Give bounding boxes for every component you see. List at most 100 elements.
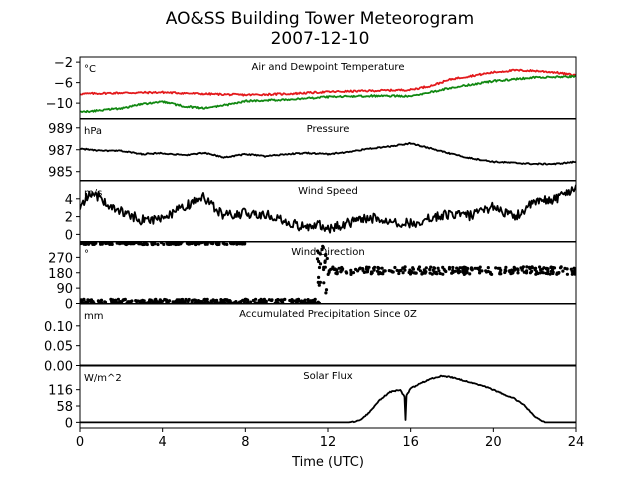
wind-direction-point [196,299,200,303]
wind-direction-point [130,299,134,303]
wind-direction-point [375,269,380,273]
wind-direction-point [436,266,440,270]
wind-direction-point [317,275,321,279]
wind-direction-point [150,242,154,247]
wind-direction-point [428,271,432,275]
wind-direction-point [176,242,180,246]
panel-5: 0.10 0.05 0.00 mm Accumulated Precipitation … [44,303,577,375]
y-tick-label: −2 [54,56,73,71]
wind-direction-point [215,242,219,246]
wind-direction-point [372,266,376,270]
wind-direction-point [511,270,515,275]
y-tick-label: 989 [48,122,73,137]
wind-direction-point [138,242,142,246]
wind-direction-point [163,297,167,302]
wind-direction-point [225,242,229,246]
wind-direction-point [334,268,339,272]
wind-direction-point [309,299,313,303]
wind-direction-point [317,265,322,270]
wind-direction-point [496,266,500,270]
wind-direction-point [321,245,325,249]
wind-direction-point [318,252,322,256]
x-tick-label: 8 [241,435,249,450]
wind-direction-point [451,268,455,273]
wind-direction-point [534,266,538,270]
wind-direction-point [395,268,399,272]
panel-unit: W/m^2 [84,373,122,384]
wind-direction-point [420,272,424,276]
wind-direction-point [376,266,380,270]
wind-direction-point [128,242,132,246]
wind-direction-point [561,269,565,273]
wind-direction-point [570,272,574,276]
wind-direction-point [85,242,90,245]
panel-title: Wind Direction [291,247,365,258]
wind-direction-point [340,267,344,271]
wind-direction-point [151,300,155,304]
wind-direction-point [380,266,384,270]
x-tick-label: 24 [568,435,585,450]
wind-direction-point [162,242,166,246]
wind-direction-point [339,270,343,274]
wind-direction-point [215,300,219,304]
wind-direction-point [127,300,131,304]
wind-direction-point [174,299,178,303]
wind-direction-point [369,272,373,276]
wind-direction-point [486,266,490,270]
wind-direction-point [325,256,329,261]
wind-direction-point [169,242,173,246]
wind-direction-point [99,298,104,302]
wind-direction-point [187,297,191,302]
wind-direction-point [227,299,231,303]
wind-direction-point [249,300,253,304]
wind-direction-point [82,297,86,301]
wind-direction-point [326,272,330,276]
wind-direction-point [572,266,576,270]
wind-direction-point [317,259,321,264]
wind-direction-point [572,269,576,273]
wind-direction-point [199,242,203,245]
wind-direction-point [290,300,295,304]
wind-direction-point [451,265,455,270]
wind-direction-point [351,271,356,275]
wind-direction-point [462,265,466,269]
wind-direction-point [393,265,397,270]
wind-direction-point [238,242,242,246]
y-tick-label: 90 [56,282,73,297]
wind-direction-point [455,266,459,270]
wind-direction-point [316,280,320,284]
wind-direction-point [85,301,89,304]
wind-direction-point [313,300,317,304]
wind-direction-point [134,242,138,245]
wind-direction-point [245,300,250,304]
wind-direction-point [503,268,507,272]
wind-direction-point [549,265,553,269]
wind-direction-point [470,268,474,272]
wind-direction-point [408,270,412,274]
wind-direction-point [297,299,301,303]
wind-direction-point [335,270,339,275]
wind-direction-point [200,301,204,304]
wind-direction-point [464,271,468,275]
wind-direction-point [317,283,321,287]
wind-direction-point [525,265,529,269]
wind-direction-point [316,249,320,253]
wind-direction-point [349,271,353,275]
wind-direction-point [450,271,454,275]
wind-direction-point [558,266,563,270]
y-tick-label: −6 [54,77,73,92]
y-tick-label: 0.10 [44,320,73,335]
wind-direction-point [279,298,283,302]
wind-direction-point [134,299,138,303]
wind-direction-point [80,300,84,304]
wind-direction-point [269,298,273,302]
wind-direction-point [103,300,107,304]
y-tick-label: 0 [65,228,73,243]
y-tick-label: 2 [65,211,73,226]
wind-direction-point [438,271,442,276]
wind-direction-point [324,291,328,295]
wind-direction-point [345,271,349,275]
wind-direction-point [315,257,320,261]
